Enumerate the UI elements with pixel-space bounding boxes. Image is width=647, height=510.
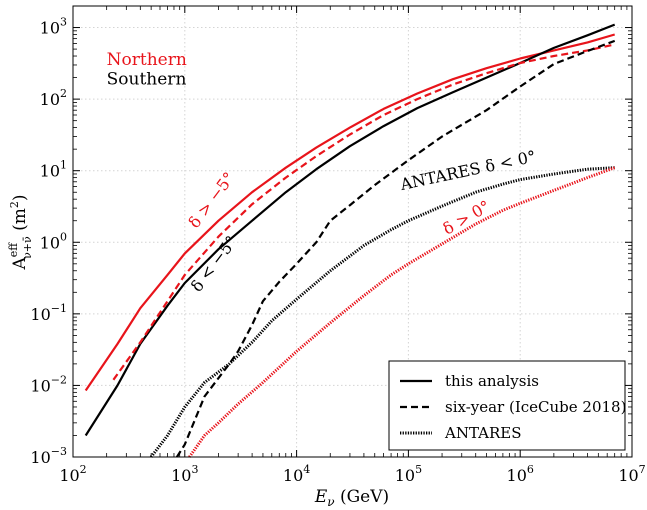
y-tick-label-exp: 0 bbox=[60, 230, 67, 243]
x-tick-label-base: 10 bbox=[283, 466, 303, 485]
legend-box bbox=[388, 360, 626, 451]
x-axis-label-sub: ν bbox=[327, 495, 334, 509]
y-tick-label-base: 10 bbox=[30, 305, 50, 324]
y-tick-label-exp: 2 bbox=[60, 87, 67, 100]
y-tick-label-exp: −3 bbox=[51, 445, 67, 458]
curve-annotation: δ > −5° bbox=[184, 168, 238, 231]
x-tick-label-exp: 4 bbox=[303, 463, 310, 476]
y-tick-label: 100 bbox=[40, 230, 67, 252]
region-label-northern: Northern bbox=[107, 50, 187, 70]
curve-annotation: ANTARES δ < 0° bbox=[398, 147, 538, 195]
x-tick-label-exp: 6 bbox=[527, 463, 534, 476]
x-tick-label-base: 10 bbox=[395, 466, 415, 485]
y-tick-label-base: 10 bbox=[30, 448, 50, 467]
axis-ticks bbox=[72, 6, 633, 458]
series-northern-solid bbox=[84, 33, 616, 392]
y-tick-label: 101 bbox=[40, 159, 67, 181]
y-tick-label-base: 10 bbox=[30, 376, 50, 395]
y-tick-label: 10−1 bbox=[30, 302, 67, 324]
x-tick-label: 107 bbox=[618, 463, 645, 485]
x-tick-label-exp: 5 bbox=[415, 463, 422, 476]
series-northern-dotted bbox=[188, 166, 616, 458]
y-tick-label-exp: 3 bbox=[60, 16, 67, 29]
y-tick-label-base: 10 bbox=[40, 162, 60, 181]
series-southern-solid bbox=[84, 23, 616, 437]
y-tick-label-base: 10 bbox=[40, 19, 60, 38]
legend-label: six-year (IceCube 2018) bbox=[445, 398, 626, 416]
legend-label: ANTARES bbox=[444, 424, 522, 442]
y-tick-label-exp: −2 bbox=[51, 373, 67, 386]
x-tick-label-exp: 7 bbox=[639, 463, 646, 476]
y-tick-label-exp: 1 bbox=[60, 159, 67, 172]
x-tick-label-exp: 3 bbox=[191, 463, 198, 476]
y-axis-label-unit: (m bbox=[10, 208, 30, 236]
series-northern-dashed bbox=[112, 43, 615, 381]
x-tick-label: 103 bbox=[171, 463, 198, 485]
region-label-southern: Southern bbox=[107, 70, 187, 90]
plot-frame bbox=[72, 5, 633, 458]
axis-tick-labels: 102 103 104 105 106 10710−310−210−11001011021… bbox=[30, 16, 645, 485]
legend-label: this analysis bbox=[445, 372, 539, 390]
y-axis-label-unit-sup: 2 bbox=[8, 201, 21, 208]
x-axis-label-unit: (GeV) bbox=[335, 487, 390, 507]
y-axis-label-close: ) bbox=[10, 195, 30, 202]
x-tick-label: 104 bbox=[283, 463, 310, 485]
x-tick-label: 106 bbox=[507, 463, 534, 485]
x-tick-label-exp: 2 bbox=[80, 463, 87, 476]
x-tick-label-base: 10 bbox=[59, 466, 79, 485]
y-tick-label: 103 bbox=[40, 16, 67, 38]
y-axis-label: Aeffν+ν̄ (m2) bbox=[7, 195, 34, 271]
legend: this analysis six-year (IceCube 2018) ANTA… bbox=[388, 360, 626, 451]
x-tick-label-base: 10 bbox=[618, 466, 638, 485]
x-axis-label: Eν (GeV) bbox=[314, 487, 389, 509]
y-axis-label-sub: ν+ν̄ bbox=[21, 236, 34, 259]
y-tick-label: 10−2 bbox=[30, 373, 67, 395]
x-tick-label: 102 bbox=[59, 463, 86, 485]
series-southern-dotted bbox=[149, 166, 615, 458]
y-axis-label-sup: eff bbox=[7, 242, 20, 258]
x-axis-label-main: E bbox=[314, 487, 328, 507]
x-tick-label-base: 10 bbox=[507, 466, 527, 485]
grid-lines bbox=[73, 6, 632, 457]
y-tick-label-base: 10 bbox=[40, 90, 60, 109]
y-tick-label-exp: −1 bbox=[51, 302, 67, 315]
y-axis-label-main: A bbox=[10, 257, 30, 271]
x-tick-label: 105 bbox=[395, 463, 422, 485]
y-tick-label-base: 10 bbox=[40, 233, 60, 252]
series-layer bbox=[84, 23, 616, 458]
y-tick-label: 10−3 bbox=[30, 445, 67, 467]
x-tick-label-base: 10 bbox=[171, 466, 191, 485]
y-tick-label: 102 bbox=[40, 87, 67, 109]
